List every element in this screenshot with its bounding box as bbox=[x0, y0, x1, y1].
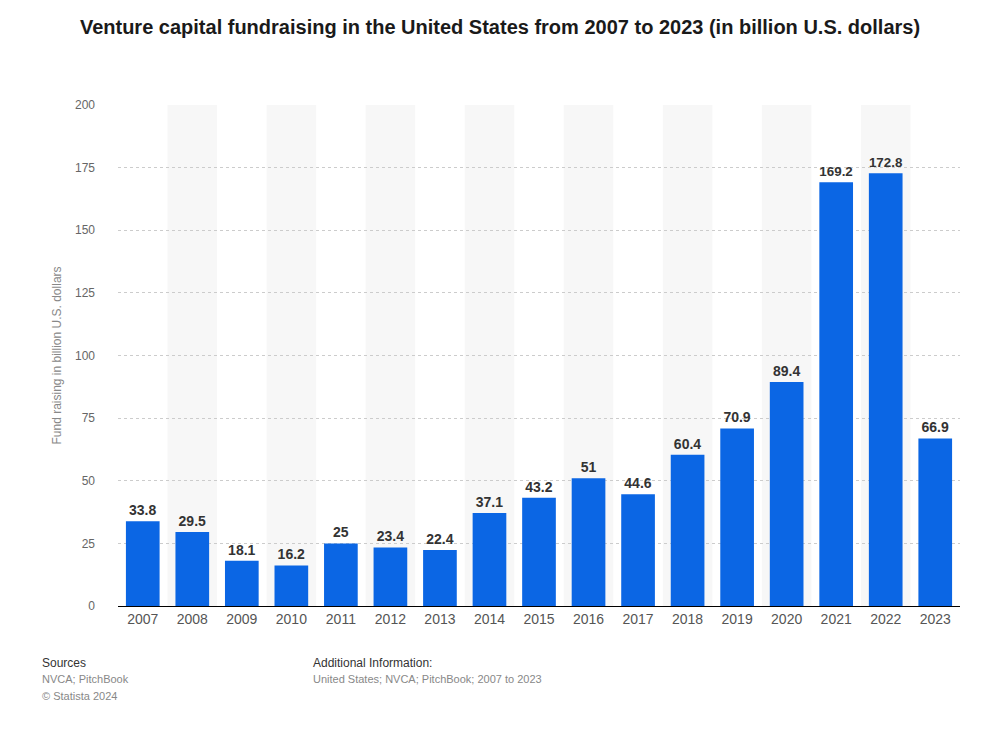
svg-text:2017: 2017 bbox=[622, 611, 653, 627]
svg-text:70.9: 70.9 bbox=[723, 409, 750, 425]
svg-text:NVCA; PitchBook: NVCA; PitchBook bbox=[42, 673, 129, 685]
svg-text:75: 75 bbox=[82, 411, 96, 425]
svg-text:2018: 2018 bbox=[672, 611, 703, 627]
svg-text:29.5: 29.5 bbox=[179, 513, 206, 529]
svg-text:100: 100 bbox=[75, 349, 95, 363]
svg-text:23.4: 23.4 bbox=[377, 528, 404, 544]
svg-text:2014: 2014 bbox=[474, 611, 505, 627]
svg-text:2019: 2019 bbox=[722, 611, 753, 627]
svg-text:43.2: 43.2 bbox=[525, 479, 552, 495]
svg-text:2021: 2021 bbox=[821, 611, 852, 627]
svg-text:2007: 2007 bbox=[127, 611, 158, 627]
svg-text:25: 25 bbox=[333, 524, 349, 540]
svg-text:Sources: Sources bbox=[42, 656, 86, 670]
svg-text:150: 150 bbox=[75, 223, 95, 237]
svg-text:175: 175 bbox=[75, 161, 95, 175]
svg-text:2009: 2009 bbox=[226, 611, 257, 627]
svg-text:United States; NVCA; PitchBook: United States; NVCA; PitchBook; 2007 to … bbox=[313, 673, 542, 685]
svg-text:89.4: 89.4 bbox=[773, 363, 800, 379]
svg-text:2020: 2020 bbox=[771, 611, 802, 627]
svg-text:2013: 2013 bbox=[424, 611, 455, 627]
svg-text:2022: 2022 bbox=[870, 611, 901, 627]
svg-text:22.4: 22.4 bbox=[426, 531, 453, 547]
svg-text:172.8: 172.8 bbox=[869, 155, 903, 170]
svg-text:66.9: 66.9 bbox=[922, 419, 949, 435]
svg-text:33.8: 33.8 bbox=[129, 502, 156, 518]
svg-text:Fund raising in billion U.S. d: Fund raising in billion U.S. dollars bbox=[50, 266, 64, 444]
svg-text:2011: 2011 bbox=[326, 611, 356, 627]
svg-text:2010: 2010 bbox=[276, 611, 307, 627]
svg-text:16.2: 16.2 bbox=[278, 546, 305, 562]
svg-text:0: 0 bbox=[88, 599, 95, 613]
svg-text:200: 200 bbox=[75, 98, 95, 112]
svg-text:2012: 2012 bbox=[375, 611, 406, 627]
svg-text:2023: 2023 bbox=[920, 611, 951, 627]
svg-text:25: 25 bbox=[82, 537, 96, 551]
svg-text:51: 51 bbox=[581, 459, 597, 475]
svg-text:50: 50 bbox=[82, 474, 96, 488]
svg-text:18.1: 18.1 bbox=[228, 542, 255, 558]
svg-text:Additional Information:: Additional Information: bbox=[313, 656, 432, 670]
svg-text:2015: 2015 bbox=[523, 611, 554, 627]
svg-text:© Statista 2024: © Statista 2024 bbox=[42, 690, 117, 702]
svg-text:60.4: 60.4 bbox=[674, 436, 701, 452]
svg-text:125: 125 bbox=[75, 286, 95, 300]
html-text:Venture capital fundraising in: Venture capital fundraising in the Unite… bbox=[79, 16, 921, 38]
svg-text:44.6: 44.6 bbox=[624, 475, 651, 491]
svg-text:169.2: 169.2 bbox=[819, 164, 852, 179]
svg-text:2008: 2008 bbox=[177, 611, 208, 627]
svg-text:2016: 2016 bbox=[573, 611, 604, 627]
svg-text:37.1: 37.1 bbox=[476, 494, 503, 510]
